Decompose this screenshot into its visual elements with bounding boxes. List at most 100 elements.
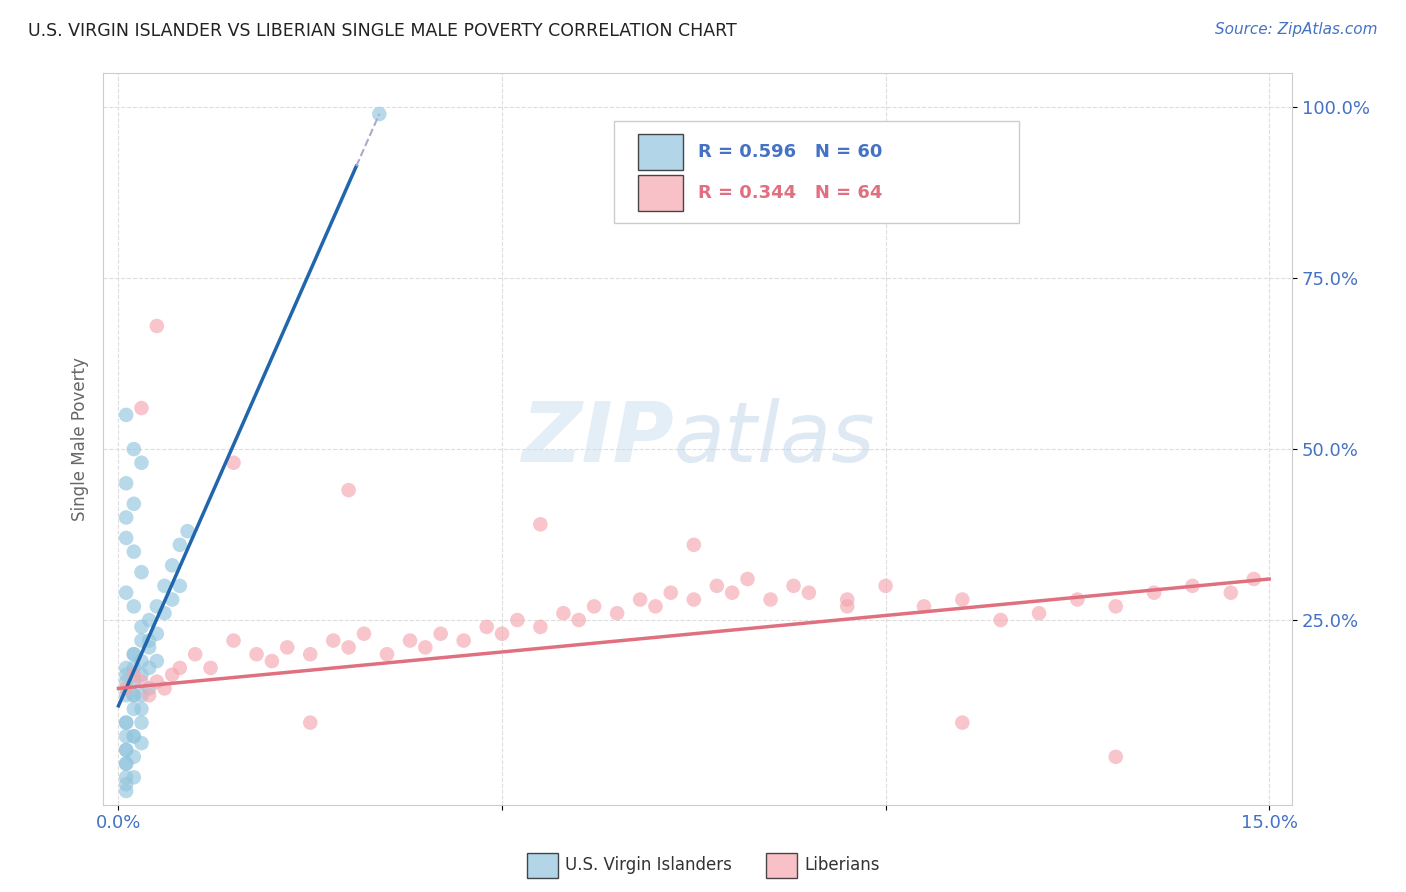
Point [115, 674, 138, 689]
Point [176, 524, 198, 538]
Point [276, 640, 298, 655]
Point [553, 606, 575, 620]
Point [122, 647, 145, 661]
Point [1143, 585, 1166, 599]
Point [122, 442, 145, 456]
Point [131, 565, 153, 579]
Point [1219, 585, 1241, 599]
Point [375, 647, 398, 661]
Point [122, 729, 145, 743]
Point [299, 715, 322, 730]
Point [491, 626, 513, 640]
Point [368, 107, 391, 121]
Point [122, 688, 145, 702]
Point [115, 770, 138, 784]
Point [222, 456, 245, 470]
Point [990, 613, 1012, 627]
Point [131, 674, 153, 689]
Point [146, 318, 169, 333]
Y-axis label: Single Male Poverty: Single Male Poverty [72, 357, 89, 521]
Point [131, 667, 153, 681]
Point [659, 585, 682, 599]
Point [138, 681, 160, 696]
Point [153, 681, 176, 696]
Point [529, 517, 551, 532]
Point [138, 633, 160, 648]
Point [153, 606, 176, 620]
Point [115, 408, 138, 422]
Point [475, 620, 498, 634]
Point [606, 606, 628, 620]
Point [160, 592, 183, 607]
Point [115, 777, 138, 791]
Point [115, 743, 138, 757]
Point [146, 626, 169, 640]
Text: R = 0.344   N = 64: R = 0.344 N = 64 [697, 184, 882, 202]
Point [160, 667, 183, 681]
Point [453, 633, 475, 648]
Point [568, 613, 591, 627]
Point [184, 647, 207, 661]
FancyBboxPatch shape [614, 120, 1019, 223]
Point [122, 599, 145, 614]
Text: U.S. VIRGIN ISLANDER VS LIBERIAN SINGLE MALE POVERTY CORRELATION CHART: U.S. VIRGIN ISLANDER VS LIBERIAN SINGLE … [28, 22, 737, 40]
Point [169, 538, 191, 552]
Text: Liberians: Liberians [804, 856, 880, 874]
Point [122, 674, 145, 689]
Point [115, 476, 138, 491]
Point [245, 647, 267, 661]
Point [1181, 579, 1204, 593]
Point [1243, 572, 1265, 586]
Point [115, 585, 138, 599]
Point [1066, 592, 1088, 607]
Point [131, 715, 153, 730]
Point [337, 483, 360, 497]
FancyBboxPatch shape [638, 135, 683, 169]
Point [146, 599, 169, 614]
Point [115, 784, 138, 798]
Point [875, 579, 897, 593]
Point [122, 647, 145, 661]
Point [299, 647, 322, 661]
Text: ZIP: ZIP [522, 399, 673, 479]
Point [138, 640, 160, 655]
Point [122, 497, 145, 511]
Point [122, 770, 145, 784]
Point [759, 592, 782, 607]
Point [160, 558, 183, 573]
Point [950, 592, 973, 607]
Point [131, 702, 153, 716]
Point [782, 579, 804, 593]
Point [131, 654, 153, 668]
Point [115, 729, 138, 743]
Point [950, 715, 973, 730]
Point [122, 688, 145, 702]
Point [131, 688, 153, 702]
Point [115, 756, 138, 771]
Point [115, 667, 138, 681]
Point [122, 544, 145, 558]
Point [115, 661, 138, 675]
Point [1028, 606, 1050, 620]
FancyBboxPatch shape [638, 176, 683, 211]
Point [1105, 749, 1128, 764]
Point [797, 585, 820, 599]
Point [169, 661, 191, 675]
Point [138, 613, 160, 627]
Point [737, 572, 759, 586]
Point [583, 599, 606, 614]
Point [122, 667, 145, 681]
Point [115, 743, 138, 757]
Point [260, 654, 283, 668]
Point [153, 579, 176, 593]
Point [138, 661, 160, 675]
Point [131, 401, 153, 415]
Text: R = 0.596   N = 60: R = 0.596 N = 60 [697, 143, 882, 161]
Point [131, 633, 153, 648]
Point [429, 626, 451, 640]
Point [706, 579, 728, 593]
Point [837, 599, 859, 614]
Point [337, 640, 360, 655]
Point [115, 715, 138, 730]
Point [912, 599, 935, 614]
